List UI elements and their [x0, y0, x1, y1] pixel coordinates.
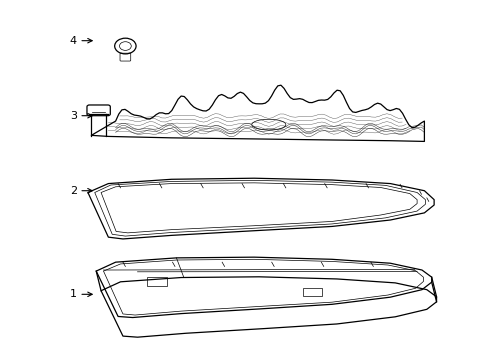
- Text: 2: 2: [69, 186, 77, 196]
- Text: 4: 4: [69, 36, 77, 46]
- Text: 3: 3: [70, 111, 77, 121]
- Text: 1: 1: [70, 289, 77, 299]
